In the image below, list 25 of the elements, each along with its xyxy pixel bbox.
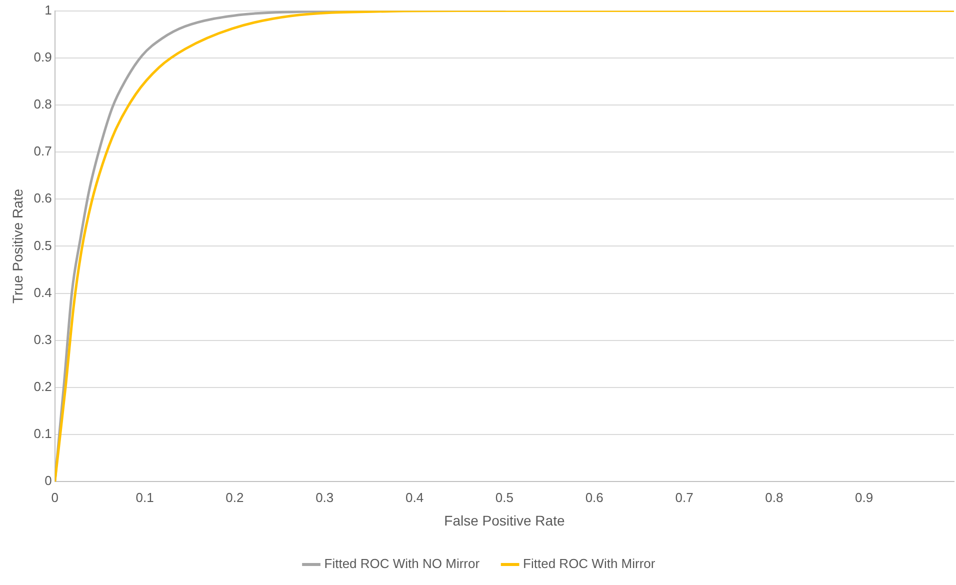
y-tick-label: 0.4 (34, 284, 52, 300)
x-tick-label: 0.5 (495, 490, 514, 505)
x-tick-label: 0.8 (765, 490, 784, 505)
y-tick-label: 0.2 (34, 379, 52, 394)
x-tick-label: 0.6 (585, 490, 604, 505)
line-series (54, 10, 954, 482)
y-tick-label: 0.1 (34, 426, 52, 442)
y-axis-title: True Positive Rate (9, 188, 26, 304)
y-tick-label: 0.9 (34, 49, 52, 64)
y-tick-label: 0.6 (34, 190, 52, 206)
x-tick-label: 0.4 (405, 490, 424, 505)
y-tick-label: 0.8 (34, 96, 52, 112)
x-tick-label: 0.2 (226, 490, 244, 505)
y-tick-label: 0.5 (34, 238, 52, 253)
legend-label: Fitted ROC With NO Mirror (324, 556, 480, 572)
x-tick-label: 0.3 (316, 490, 334, 505)
legend-label: Fitted ROC With Mirror (523, 556, 656, 572)
x-axis-title: False Positive Rate (444, 512, 565, 528)
y-tick-label: 1 (44, 2, 52, 18)
x-tick-label: 0.7 (675, 490, 694, 505)
y-tick-label: 0.7 (34, 144, 52, 159)
x-tick-label: 0.9 (855, 490, 874, 505)
y-tick-label: 0 (44, 473, 52, 488)
x-tick-label: 0.1 (136, 490, 154, 505)
y-tick-label: 0.3 (34, 332, 52, 347)
